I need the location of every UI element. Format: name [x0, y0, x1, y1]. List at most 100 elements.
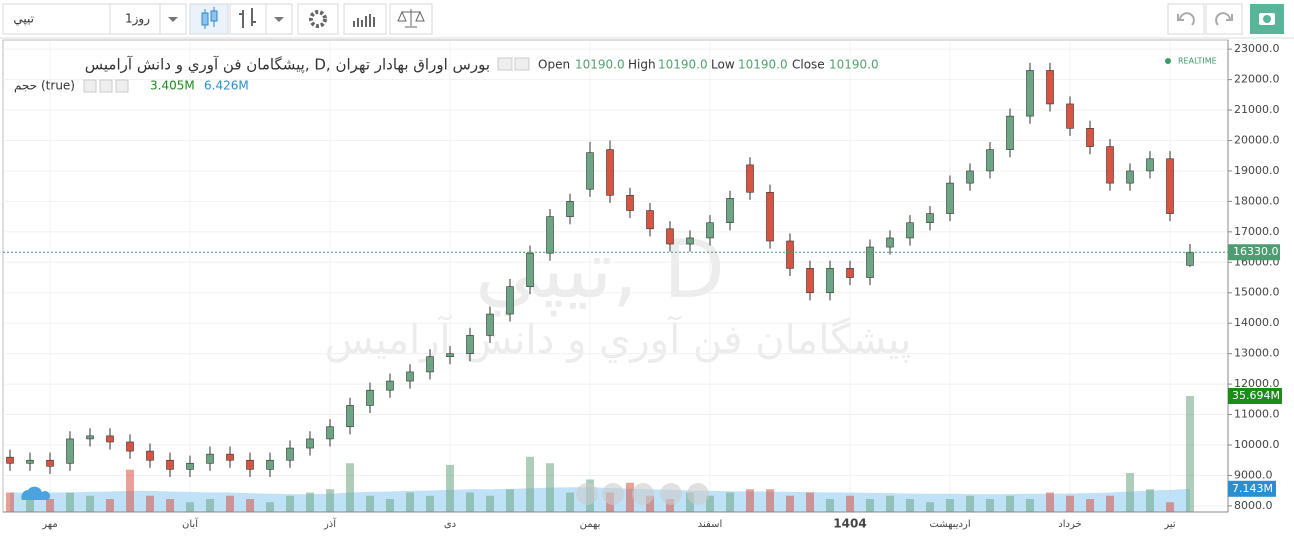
candle-body [506, 286, 514, 315]
volume-ma-area [10, 487, 1190, 512]
reset[interactable] [632, 483, 654, 505]
watermark-sub: پيشگامان فن آوري و دانش آراميس [325, 315, 912, 363]
candle-body [946, 182, 954, 214]
dropdown-arrow [168, 17, 178, 22]
volume-close[interactable] [115, 79, 129, 93]
volume-bar [886, 495, 894, 512]
scroll-left[interactable] [576, 483, 598, 505]
interval: 1روز [125, 12, 150, 27]
volume-bar [1006, 495, 1014, 512]
candle-body [446, 353, 454, 357]
volume-bar [846, 495, 854, 512]
settings-button[interactable] [297, 3, 339, 35]
last-volume-label: 35.694M [1232, 389, 1280, 402]
interval-dropdown[interactable] [159, 3, 187, 35]
candle-body [1126, 170, 1134, 184]
zoom-in[interactable] [660, 483, 682, 505]
open-label: Open [538, 58, 570, 72]
volume-bar [1146, 489, 1154, 512]
volume-settings[interactable] [99, 79, 113, 93]
volume-bar [86, 495, 94, 512]
symbol-input[interactable] [2, 3, 111, 35]
volume-bar [906, 499, 914, 512]
indicators-icon [353, 14, 375, 27]
volume-bar [966, 495, 974, 512]
volume-bar [386, 499, 394, 512]
last-price-badge [1228, 244, 1280, 261]
candle-body [886, 237, 894, 248]
volume-bar [806, 492, 814, 512]
undo-button[interactable] [1167, 3, 1205, 35]
watermark: تيپي, D [475, 223, 725, 317]
candle-body [126, 441, 134, 452]
y-tick-label: 17000.0 [1234, 225, 1280, 238]
volume-value: 3.405M [150, 79, 195, 93]
legend-settings[interactable] [514, 57, 530, 71]
y-tick-label: 13000.0 [1234, 347, 1280, 360]
volume-bar [226, 495, 234, 512]
x-tick-label: بهمن [580, 519, 601, 530]
redo-icon [1215, 12, 1233, 26]
volume-bar [346, 463, 354, 512]
legend-eye[interactable] [497, 57, 513, 71]
volume-bar [626, 482, 634, 512]
candle-body [426, 356, 434, 373]
scroll-right[interactable] [687, 483, 709, 505]
x-tick-label: 1404 [833, 517, 866, 531]
candle-body [866, 246, 874, 278]
candle-body [586, 152, 594, 190]
candle-body [366, 389, 374, 406]
candle-body [1186, 251, 1194, 266]
volume-ma-value: 6.426M [204, 79, 249, 93]
candle-body [26, 459, 34, 464]
y-tick-label: 22000.0 [1234, 73, 1280, 86]
x-tick-label: آبان [182, 517, 199, 530]
cloud-icon [21, 486, 50, 500]
volume-bar [986, 499, 994, 512]
candle-body [806, 268, 814, 294]
candle-body [1026, 70, 1034, 117]
close-value: 10190.0 [829, 58, 879, 72]
volume-bar [326, 489, 334, 512]
candle-body [286, 447, 294, 461]
y-tick-label: 11000.0 [1234, 408, 1280, 421]
last-price-label: 16330.0 [1233, 245, 1279, 258]
candle-body [1146, 158, 1154, 172]
candle-body [686, 237, 694, 245]
candle-body [1006, 115, 1014, 150]
symbol: تيپي [13, 12, 34, 26]
volume-bar [206, 499, 214, 512]
candle-body [246, 459, 254, 470]
volume-bar [46, 499, 54, 512]
x-tick-label: اسفند [698, 519, 722, 530]
interval-button[interactable] [109, 3, 161, 35]
candle-body [546, 216, 554, 254]
volume-bar [366, 495, 374, 512]
volume-bar [706, 495, 714, 512]
volume-bar [406, 492, 414, 512]
compare-icon [397, 9, 425, 28]
volume-bar [6, 492, 14, 512]
candle-body [1066, 103, 1074, 129]
volume-eye[interactable] [83, 79, 97, 93]
y-tick-label: 15000.0 [1234, 286, 1280, 299]
volume-bar [1026, 499, 1034, 512]
volume-bar [666, 499, 674, 512]
candle-body [6, 456, 14, 464]
candle-body [1086, 128, 1094, 147]
candle-body [226, 453, 234, 461]
redo-button[interactable] [1205, 3, 1243, 35]
camera-lens [1263, 15, 1271, 23]
candle-body [766, 191, 774, 242]
candle-body [326, 426, 334, 440]
candle-body [146, 450, 154, 461]
candle-body [926, 213, 934, 224]
open-value: 10190.0 [575, 58, 625, 72]
zoom-out[interactable] [602, 483, 624, 505]
bars-button[interactable] [229, 3, 267, 35]
candle-body [626, 195, 634, 211]
candle-body [666, 228, 674, 245]
dropdown-arrow [274, 17, 284, 22]
candles-button[interactable] [189, 3, 229, 35]
